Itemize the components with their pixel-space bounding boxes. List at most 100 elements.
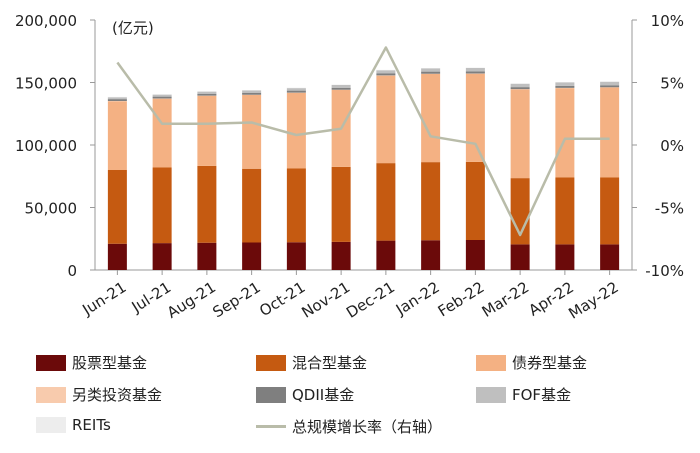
legend-swatch-growth-rate xyxy=(256,425,286,428)
bars xyxy=(107,67,620,270)
left-tick-label: 50,000 xyxy=(25,200,78,218)
legend-label-stock: 股票型基金 xyxy=(72,354,148,372)
bar-segment-6 xyxy=(510,83,530,88)
x-tick-label: Jun-21 xyxy=(78,278,129,319)
legend-item-fof: FOF基金 xyxy=(476,384,571,405)
bar-segment-3 xyxy=(107,101,127,170)
bar-segment-5 xyxy=(107,99,127,101)
legend-swatch-bond xyxy=(476,354,506,371)
bar-segment-1 xyxy=(242,242,262,270)
bar-segment-3 xyxy=(242,95,262,169)
bar-segment-3 xyxy=(376,75,396,164)
bar-segment-5 xyxy=(197,93,217,96)
right-tick-label: 5% xyxy=(660,75,684,93)
legend-label-bond: 债券型基金 xyxy=(512,354,588,372)
left-tick-label: 150,000 xyxy=(15,75,77,93)
legend-swatch-reits xyxy=(36,417,66,433)
x-tick-label: Sep-21 xyxy=(209,278,263,321)
legend-item-alternative: 另类投资基金 xyxy=(36,384,162,405)
legend-item-reits: REITs xyxy=(36,416,111,434)
bar-segment-6 xyxy=(242,90,262,93)
growth-rate-line xyxy=(116,46,610,237)
bar-segment-1 xyxy=(465,240,485,270)
legend-swatch-fof xyxy=(476,386,506,403)
bar-segment-5 xyxy=(242,92,262,95)
bar-segment-5 xyxy=(376,73,396,76)
x-tick-label: Mar-22 xyxy=(479,278,533,321)
bar-segment-5 xyxy=(510,87,530,90)
bar-segment-6 xyxy=(331,85,351,88)
growth-line-layer xyxy=(116,46,610,237)
x-tick-label: Feb-22 xyxy=(435,278,488,320)
left-tick-label: 0 xyxy=(67,262,77,280)
bar-segment-1 xyxy=(197,242,217,270)
bar-segment-5 xyxy=(286,90,306,93)
bar-segment-6 xyxy=(421,68,441,72)
bar-segment-2 xyxy=(152,167,172,244)
x-tick-label: Aug-21 xyxy=(164,278,219,322)
x-tick-label: Dec-21 xyxy=(343,278,398,322)
bar-segment-3 xyxy=(421,74,441,163)
bar-segment-6 xyxy=(376,70,396,74)
bar-segment-5 xyxy=(600,85,620,88)
bar-segment-1 xyxy=(286,242,306,270)
bar-segment-1 xyxy=(555,244,575,270)
bar-segment-5 xyxy=(555,85,575,88)
x-tick-label: Nov-21 xyxy=(298,278,353,322)
right-tick-label: 0% xyxy=(660,137,684,155)
bar-segment-2 xyxy=(242,168,262,243)
legend-label-alternative: 另类投资基金 xyxy=(72,386,163,404)
bar-segment-3 xyxy=(600,87,620,178)
bar-segment-5 xyxy=(152,96,172,99)
bar-segment-6 xyxy=(107,97,127,100)
left-tick-label: 100,000 xyxy=(15,137,77,155)
bar-segment-2 xyxy=(600,177,620,245)
bar-segment-6 xyxy=(197,91,217,94)
unit-label: (亿元) xyxy=(112,19,154,37)
bar-segment-2 xyxy=(465,161,485,240)
bar-segment-2 xyxy=(555,177,575,245)
bar-segment-6 xyxy=(465,68,485,72)
bar-segment-3 xyxy=(555,88,575,178)
right-tick-label: 10% xyxy=(651,12,684,30)
right-tick-label: -5% xyxy=(655,200,684,218)
bar-segment-1 xyxy=(107,243,127,270)
bar-segment-6 xyxy=(600,81,620,86)
bar-segment-2 xyxy=(197,165,217,243)
legend-item-qdii: QDII基金 xyxy=(256,384,354,405)
bar-segment-2 xyxy=(107,170,127,244)
x-tick-label: Oct-21 xyxy=(256,278,308,320)
x-tick-label: Jan-22 xyxy=(392,278,443,319)
bar-segment-3 xyxy=(152,98,172,168)
x-tick-label: May-22 xyxy=(565,278,621,323)
legend-label-qdii: QDII基金 xyxy=(292,386,355,404)
bar-segment-3 xyxy=(286,92,306,169)
bar-segment-1 xyxy=(510,244,530,270)
legend-label-reits: REITs xyxy=(72,416,111,434)
legend-swatch-alternative xyxy=(36,386,66,403)
left-tick-label: 200,000 xyxy=(15,12,77,30)
bar-segment-5 xyxy=(421,71,441,74)
legend-label-growth-rate: 总规模增长率（右轴） xyxy=(292,418,443,436)
bar-segment-2 xyxy=(286,168,306,243)
bar-segment-3 xyxy=(197,95,217,166)
bar-segment-5 xyxy=(331,87,351,90)
legend-item-bond: 债券型基金 xyxy=(476,352,587,373)
legend-item-growth-rate: 总规模增长率（右轴） xyxy=(256,416,442,437)
bar-segment-6 xyxy=(555,82,575,86)
bar-segment-6 xyxy=(152,94,172,97)
legend-swatch-qdii xyxy=(256,386,286,403)
bar-segment-2 xyxy=(331,166,351,242)
bar-segment-5 xyxy=(465,71,485,74)
bar-segment-1 xyxy=(376,240,396,270)
bar-segment-1 xyxy=(600,244,620,270)
legend-item-mixed: 混合型基金 xyxy=(256,352,367,373)
legend-label-fof: FOF基金 xyxy=(512,386,572,404)
bar-segment-2 xyxy=(421,162,441,241)
bar-segment-3 xyxy=(510,89,530,179)
right-tick-label: -10% xyxy=(645,262,684,280)
bar-segment-1 xyxy=(152,243,172,270)
legend-swatch-mixed xyxy=(256,354,286,371)
bar-segment-1 xyxy=(331,241,351,270)
bar-segment-2 xyxy=(376,163,396,241)
